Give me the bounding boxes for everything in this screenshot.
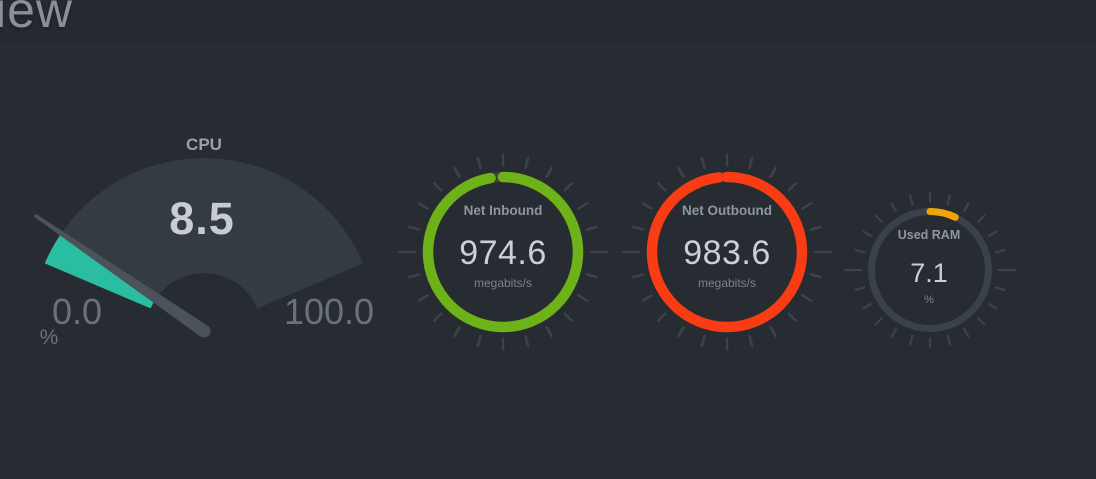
net-inbound-value: 974.6 (459, 234, 547, 272)
cpu-gauge-unit: % (39, 326, 59, 349)
cpu-gauge-fan (44, 158, 364, 311)
net-inbound-tick-marks (397, 153, 609, 351)
net-inbound-title: Net Inbound (463, 203, 543, 218)
net-outbound-unit: megabits/s (697, 276, 757, 290)
net-outbound-ring-fill (646, 171, 808, 333)
cpu-gauge-svg (33, 158, 364, 338)
used-ram-unit: % (924, 294, 934, 306)
net-outbound-title: Net Outbound (682, 203, 772, 218)
cpu-gauge-needle (33, 213, 211, 338)
used-ram-gauge-svg (843, 191, 1017, 349)
net-inbound-unit: megabits/s (473, 276, 533, 290)
net-inbound-ring-fill (422, 171, 584, 333)
page-title-partial: iew (0, 0, 74, 38)
used-ram-title: Used RAM (897, 228, 961, 242)
net-outbound-tick-marks (621, 153, 833, 351)
used-ram-value: 7.1 (910, 258, 948, 288)
net-inbound-gauge-svg (397, 153, 609, 351)
used-ram-ring-fill (868, 208, 992, 332)
header-band (0, 0, 1096, 43)
used-ram-tick-marks (843, 191, 1017, 349)
net-outbound-value: 983.6 (683, 234, 771, 272)
cpu-gauge-value: 8.5 (169, 193, 235, 244)
net-outbound-gauge-svg (621, 153, 833, 351)
cpu-gauge-max-label: 100.0 (283, 291, 375, 332)
cpu-gauge-min-label: 0.0 (51, 291, 103, 332)
cpu-gauge-title: CPU (186, 135, 222, 154)
